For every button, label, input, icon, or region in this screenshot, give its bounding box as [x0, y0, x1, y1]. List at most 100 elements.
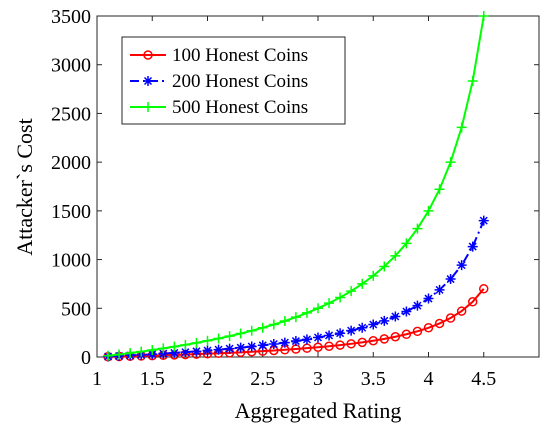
- marker: [268, 319, 279, 330]
- x-tick-label: 4.5: [471, 368, 496, 390]
- marker: [434, 284, 445, 295]
- x-tick-label: 3.5: [361, 368, 386, 390]
- marker: [379, 315, 390, 326]
- marker: [158, 343, 169, 354]
- marker: [456, 260, 467, 271]
- marker: [478, 11, 489, 21]
- marker: [213, 344, 224, 355]
- marker: [423, 323, 434, 333]
- marker: [257, 322, 268, 333]
- y-tick-label: 500: [61, 298, 91, 320]
- marker: [301, 307, 312, 318]
- marker: [224, 343, 235, 354]
- marker: [290, 336, 301, 347]
- marker: [379, 261, 390, 272]
- marker: [235, 328, 246, 339]
- marker: [445, 313, 456, 323]
- marker: [456, 306, 467, 316]
- marker: [346, 325, 357, 336]
- marker: [213, 333, 224, 344]
- marker: [401, 238, 412, 249]
- x-tick-label: 2: [203, 368, 213, 390]
- marker: [368, 336, 378, 346]
- marker: [257, 340, 268, 351]
- marker: [147, 345, 158, 356]
- marker: [246, 325, 257, 336]
- marker: [401, 329, 412, 340]
- marker: [313, 303, 323, 314]
- marker: [143, 50, 153, 60]
- marker: [467, 75, 478, 86]
- marker: [434, 318, 445, 329]
- marker: [103, 350, 114, 361]
- marker: [324, 330, 335, 341]
- marker: [169, 341, 180, 352]
- x-tick-label: 4: [424, 368, 434, 390]
- legend-label: 100 Honest Coins: [172, 45, 308, 66]
- marker: [357, 322, 368, 333]
- marker: [412, 300, 423, 311]
- x-tick-label: 3: [313, 368, 323, 390]
- marker: [412, 223, 423, 234]
- marker: [423, 205, 434, 216]
- marker: [224, 331, 235, 342]
- marker: [335, 292, 346, 303]
- marker: [467, 241, 478, 252]
- marker: [313, 332, 323, 343]
- marker: [445, 157, 456, 168]
- marker: [202, 335, 213, 346]
- marker: [456, 122, 467, 133]
- x-tick-label: 2.5: [250, 368, 275, 390]
- marker: [125, 348, 136, 359]
- marker: [324, 298, 335, 309]
- marker: [114, 349, 125, 360]
- marker: [143, 102, 153, 112]
- marker: [379, 334, 390, 344]
- marker: [143, 76, 153, 86]
- marker: [346, 286, 357, 297]
- x-tick-label: 1: [92, 368, 102, 390]
- marker: [357, 278, 368, 289]
- x-axis-label: Aggregated Rating: [235, 398, 402, 423]
- marker: [479, 284, 489, 294]
- marker: [412, 326, 423, 337]
- marker: [478, 215, 489, 226]
- marker: [368, 270, 379, 281]
- plot-frame: [96, 15, 540, 358]
- marker: [423, 293, 434, 304]
- y-axis-label: Attacker`s Cost: [12, 118, 37, 255]
- marker: [235, 342, 246, 353]
- marker: [268, 339, 279, 350]
- marker: [202, 345, 213, 356]
- legend-label: 500 Honest Coins: [172, 97, 308, 118]
- y-tick-label: 2500: [51, 103, 91, 125]
- marker: [191, 346, 202, 357]
- y-tick-label: 3000: [51, 55, 91, 77]
- marker: [467, 297, 478, 307]
- marker: [390, 332, 401, 342]
- marker: [180, 339, 191, 350]
- marker: [158, 348, 169, 359]
- marker: [357, 337, 367, 348]
- y-tick-label: 1000: [51, 250, 91, 272]
- marker: [180, 347, 191, 358]
- marker: [434, 184, 445, 195]
- marker: [191, 337, 202, 348]
- y-tick-label: 3500: [51, 6, 91, 28]
- marker: [445, 274, 456, 285]
- y-tick-label: 2000: [51, 152, 91, 174]
- marker: [313, 342, 323, 353]
- marker: [390, 311, 401, 322]
- marker: [368, 319, 379, 330]
- x-tick-label: 1.5: [140, 368, 165, 390]
- marker: [335, 340, 345, 350]
- marker: [290, 312, 301, 323]
- marker: [301, 334, 312, 345]
- marker: [279, 337, 290, 348]
- marker: [136, 346, 147, 357]
- marker: [169, 347, 180, 358]
- marker: [401, 306, 412, 317]
- marker: [335, 328, 346, 339]
- legend-box: [121, 36, 346, 125]
